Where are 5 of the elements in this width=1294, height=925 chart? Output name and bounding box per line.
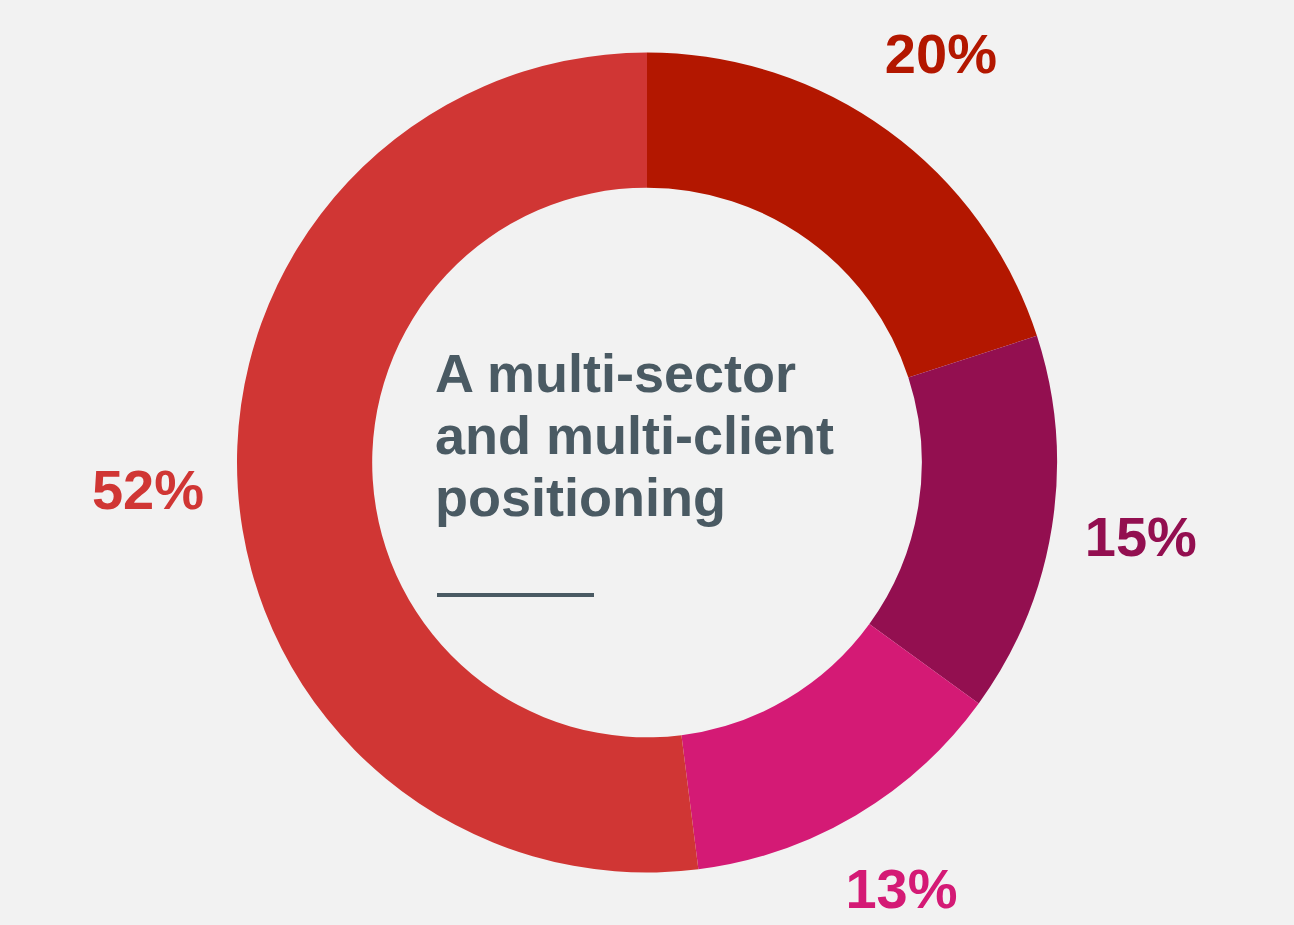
text: A multi-sector and multi-client positioning (435, 342, 835, 528)
data-label: 13% (845, 857, 958, 921)
data-label: 52% (91, 458, 205, 522)
data-label: 15% (1084, 505, 1197, 569)
data-label: 20% (884, 22, 997, 86)
